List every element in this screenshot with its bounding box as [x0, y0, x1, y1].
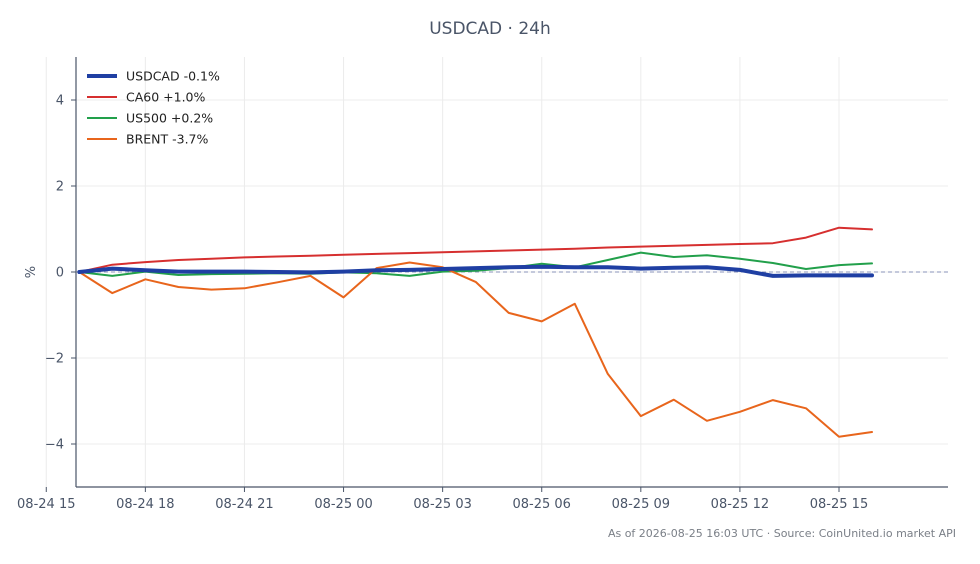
- legend-label-us500: US500 +0.2%: [126, 111, 213, 126]
- y-tick-label: −2: [45, 352, 64, 367]
- series-line-brent: [78, 261, 873, 438]
- x-tick-label: 08-25 09: [612, 497, 670, 512]
- legend: USDCAD -0.1% CA60 +1.0% US500 +0.2% BRENT -…: [87, 69, 220, 147]
- y-tick-label: 4: [56, 94, 64, 109]
- legend-label-ca60: CA60 +1.0%: [126, 90, 206, 105]
- legend-label-usdcad: USDCAD -0.1%: [126, 69, 220, 84]
- series-lines: [77, 226, 874, 438]
- series-line-usdcad: [77, 264, 874, 278]
- x-tick-label: 08-25 12: [711, 497, 769, 512]
- x-tick-label: 08-25 00: [314, 497, 372, 512]
- legend-label-brent: BRENT -3.7%: [126, 132, 209, 147]
- x-tick-label: 08-25 06: [513, 497, 571, 512]
- y-axis-label: %: [24, 266, 39, 278]
- ticks: −4 −2 0 2 4 08-24 15 08-24 18 08-24 21 08-25 00 0…: [17, 94, 868, 513]
- x-tick-label: 08-24 21: [215, 497, 273, 512]
- series-line-us500: [78, 251, 873, 277]
- y-tick-label: 0: [56, 266, 64, 281]
- x-tick-label: 08-24 18: [116, 497, 174, 512]
- x-tick-label: 08-24 15: [17, 497, 75, 512]
- x-tick-label: 08-25 15: [810, 497, 868, 512]
- x-tick-label: 08-25 03: [413, 497, 471, 512]
- source-footer: As of 2026-08-25 16:03 UTC · Source: Coi…: [607, 527, 956, 540]
- chart-title: USDCAD · 24h: [429, 19, 551, 39]
- series-line-ca60: [78, 226, 873, 273]
- y-tick-label: −4: [45, 438, 64, 453]
- y-tick-label: 2: [56, 180, 64, 195]
